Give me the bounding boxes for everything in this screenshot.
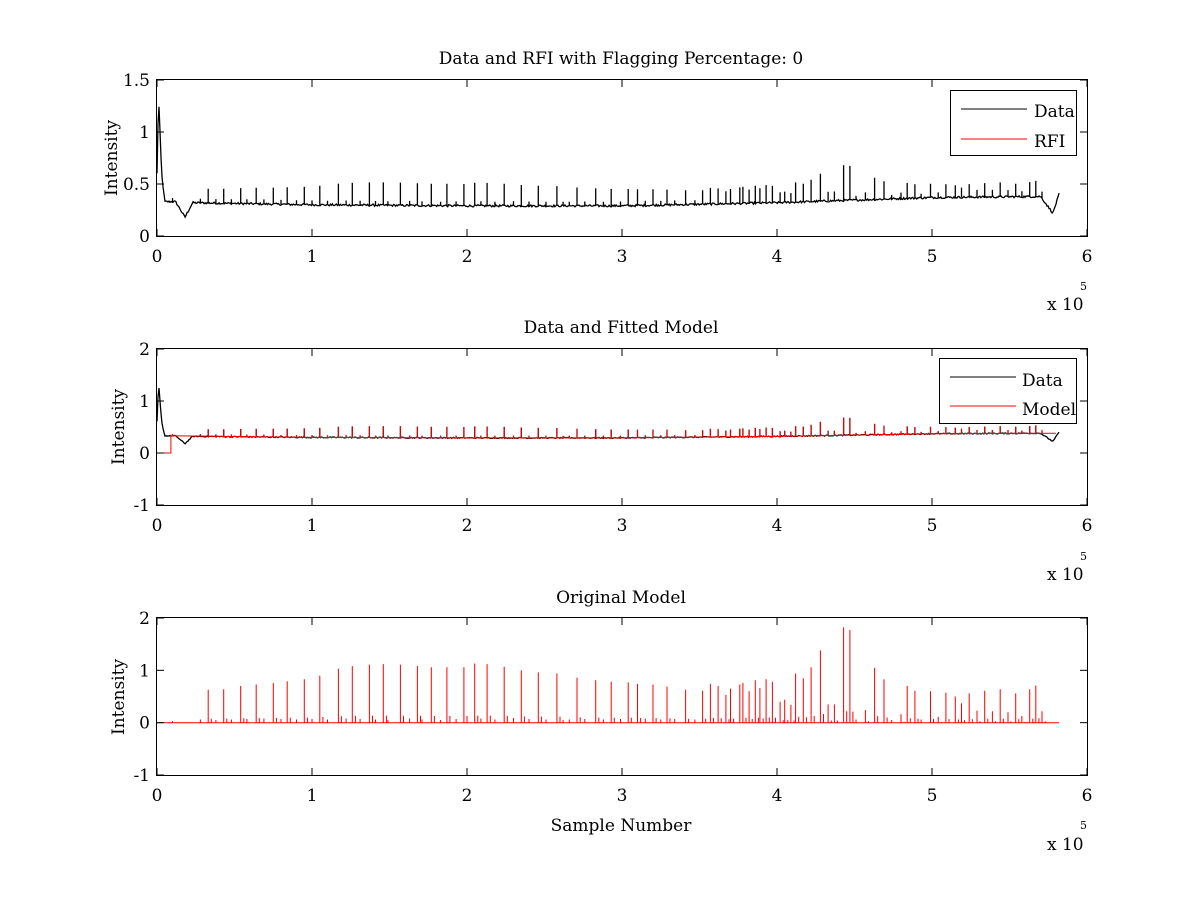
x-tick-label: 5 (927, 247, 938, 267)
legend-label-rfi: RFI (1034, 132, 1065, 152)
subplot-fitted-model: Data and Fitted Model Intensity x 10 5 0… (109, 318, 1092, 585)
legend-box (950, 90, 1077, 156)
series-line (157, 627, 1060, 724)
y-axis-label: Intensity (102, 120, 122, 196)
y-tick-label: 0 (139, 227, 150, 247)
x-exponent-power: 5 (1080, 280, 1087, 293)
x-tick-label: 3 (617, 786, 628, 806)
x-tick-label: 3 (617, 247, 628, 267)
legend-label-model: Model (1022, 400, 1076, 420)
x-tick-label: 1 (307, 247, 318, 267)
x-tick-label: 0 (152, 516, 163, 536)
x-tick-label: 4 (772, 786, 783, 806)
x-exponent-power: 5 (1080, 819, 1087, 832)
series-line (157, 417, 1057, 454)
x-tick-label: 6 (1082, 786, 1093, 806)
y-tick-label: 0.5 (123, 175, 150, 195)
x-exponent-label: x 10 (1047, 565, 1084, 585)
y-axis-label: Intensity (109, 659, 129, 735)
x-tick-label: 6 (1082, 247, 1093, 267)
plot-frame (156, 348, 1088, 506)
x-tick-label: 1 (307, 516, 318, 536)
x-tick-label: 0 (152, 247, 163, 267)
y-tick-label: 0 (139, 444, 150, 464)
legend: Data RFI (950, 90, 1077, 156)
y-tick-label: 1 (139, 123, 150, 143)
subplot-original-model: Original Model Intensity Sample Number x… (109, 588, 1092, 855)
ticks-group: 0 1 2 3 4 5 6 0 0.5 1 1.5 (123, 71, 1092, 267)
y-tick-label: -1 (133, 496, 150, 516)
x-tick-label: 2 (462, 247, 473, 267)
y-tick-label: 0 (139, 714, 150, 734)
x-tick-label: 5 (927, 516, 938, 536)
series-group (156, 388, 1060, 454)
x-tick-label: 4 (772, 247, 783, 267)
x-tick-label: 4 (772, 516, 783, 536)
x-tick-label: 0 (152, 786, 163, 806)
y-axis-label: Intensity (109, 389, 129, 465)
y-tick-label: 1 (139, 392, 150, 412)
legend: Data Model (939, 358, 1077, 424)
series-line (156, 106, 1060, 219)
x-tick-label: 5 (927, 786, 938, 806)
x-tick-label: 3 (617, 516, 628, 536)
x-exponent-power: 5 (1080, 550, 1087, 563)
legend-label-data: Data (1022, 371, 1063, 391)
y-tick-label: 1.5 (123, 71, 150, 91)
series-group (156, 106, 1060, 219)
x-tick-label: 6 (1082, 516, 1093, 536)
chart-title: Data and Fitted Model (524, 318, 719, 338)
x-exponent-label: x 10 (1047, 835, 1084, 855)
y-tick-label: 2 (139, 609, 150, 629)
legend-label-data: Data (1034, 102, 1075, 122)
x-exponent-label: x 10 (1047, 295, 1084, 315)
x-axis-label: Sample Number (551, 816, 693, 836)
y-tick-label: 2 (139, 340, 150, 360)
plot-frame (156, 79, 1088, 237)
x-tick-label: 2 (462, 786, 473, 806)
plot-frame (156, 617, 1088, 776)
series-line (156, 388, 1060, 445)
chart-title: Original Model (556, 588, 686, 608)
legend-box (939, 358, 1077, 424)
y-tick-label: -1 (133, 766, 150, 786)
subplot-data-rfi: Data and RFI with Flagging Percentage: 0… (102, 49, 1092, 315)
y-tick-label: 1 (139, 661, 150, 681)
chart-title: Data and RFI with Flagging Percentage: 0 (439, 49, 803, 69)
x-tick-label: 1 (307, 786, 318, 806)
x-tick-label: 2 (462, 516, 473, 536)
series-group (157, 627, 1060, 724)
